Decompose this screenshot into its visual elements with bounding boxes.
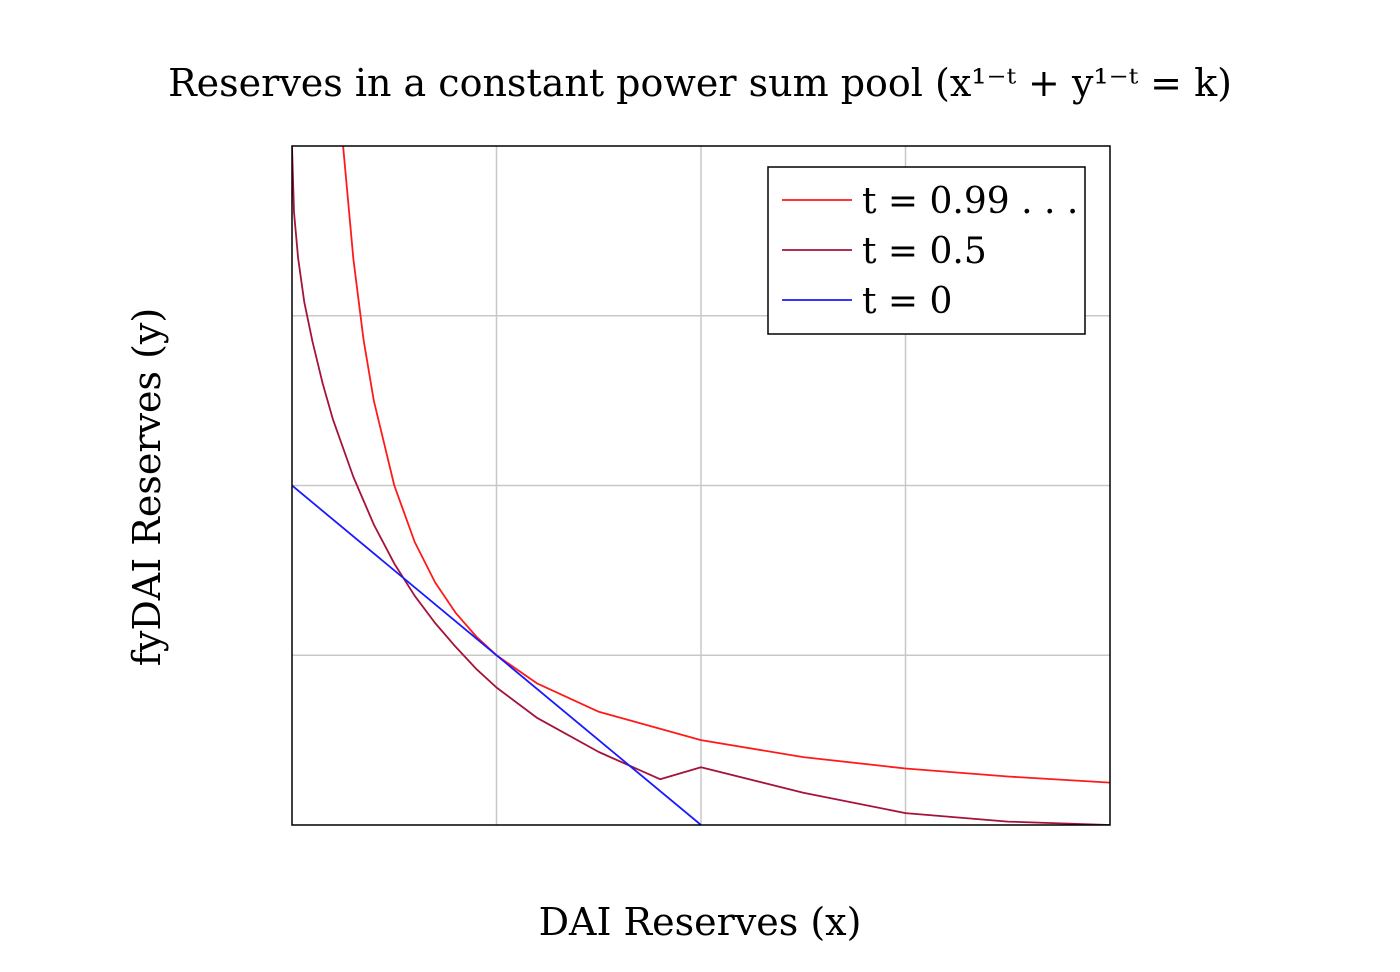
- legend-label-0: t = 0.99 . . .: [862, 181, 1078, 222]
- legend-label-2: t = 0: [862, 281, 952, 322]
- chart-title: Reserves in a constant power sum pool (x…: [168, 61, 1232, 105]
- series-line-1: [292, 146, 1110, 825]
- legend-items: t = 0.99 . . . t = 0.5 t = 0: [782, 181, 1078, 322]
- series-layer: [292, 146, 1110, 825]
- x-axis-label: DAI Reserves (x): [539, 900, 862, 944]
- series-line-0: [342, 146, 1110, 784]
- plot-frame: [291, 145, 1111, 826]
- y-axis-label: fyDAI Reserves (y): [125, 308, 169, 666]
- legend: t = 0.99 . . . t = 0.5 t = 0: [767, 166, 1086, 335]
- legend-label-1: t = 0.5: [862, 231, 987, 272]
- series-line-2: [292, 484, 702, 825]
